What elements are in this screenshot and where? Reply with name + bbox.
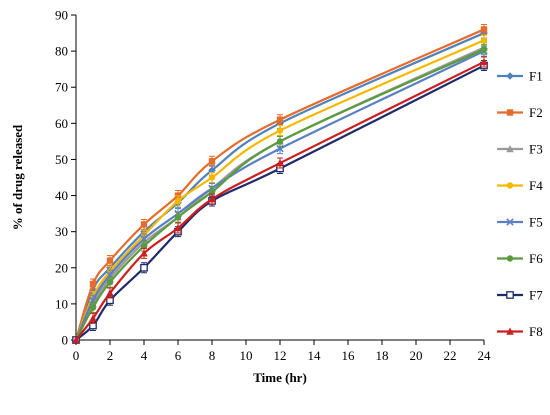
x-tick-label: 0 [73,348,80,363]
legend-item-f5: F5 [497,215,543,230]
data-point [174,214,182,221]
data-point [276,159,284,167]
legend-label: F4 [529,178,543,193]
series-f3 [72,42,488,344]
x-axis-title: Time (hr) [253,370,307,385]
x-tick-label: 12 [274,348,287,363]
y-tick-label: 0 [62,333,69,348]
legend-item-f6: F6 [497,251,543,266]
legend-label: F7 [529,288,543,303]
x-tick-label: 10 [240,348,253,363]
data-point [89,280,97,288]
legend-marker [506,255,514,262]
data-point [106,257,114,264]
legend-label: F8 [529,324,543,339]
legend-label: F6 [529,251,543,266]
x-tick-label: 16 [342,348,356,363]
x-tick-label: 8 [209,348,216,363]
y-tick-label: 70 [55,80,68,95]
y-ticks: 0 10 20 30 40 50 60 70 80 90 [55,8,76,348]
y-tick-label: 90 [55,8,68,23]
x-tick-label: 14 [308,348,322,363]
legend-marker [506,109,514,116]
data-point [480,26,488,33]
x-tick-label: 4 [141,348,148,363]
data-point [276,116,284,123]
series-f7 [72,60,488,344]
legend-label: F2 [529,105,543,120]
data-point [480,57,488,66]
y-axis-title: % of drug released [10,124,25,230]
series-line [74,39,485,341]
x-tick-label: 20 [410,348,423,363]
legend-label: F3 [529,142,543,157]
series-line [75,64,485,341]
legend-marker [506,145,514,153]
data-point [276,138,284,145]
data-point [140,249,148,257]
y-tick-label: 30 [55,224,68,239]
y-tick-label: 60 [55,116,68,131]
legend-item-f7: F7 [497,288,543,303]
legend-marker [506,291,514,299]
data-point [106,289,114,297]
series-f2 [72,23,488,344]
legend-item-f8: F8 [497,324,543,339]
x-tick-label: 6 [175,348,182,363]
y-tick-label: 50 [55,152,68,167]
data-point [208,188,216,196]
legend-label: F1 [529,69,543,84]
data-point [106,279,114,286]
y-tick-label: 80 [55,44,68,59]
series-line [75,60,485,341]
data-point [89,314,97,322]
legend-label: F5 [529,215,543,230]
legend-item-f2: F2 [497,105,543,120]
x-ticks: 0 2 4 6 8 10 12 14 16 18 20 22 24 [73,340,491,363]
legend-item-f3: F3 [497,142,543,157]
y-tick-label: 20 [55,260,68,275]
x-tick-label: 22 [444,348,457,363]
data-point [174,224,182,232]
data-point [72,336,80,344]
series-f6 [72,43,488,344]
legend-marker [506,182,514,189]
legend: F1 F2 F3 F4 F5 F6 F7 F8 [497,69,543,339]
legend-item-f4: F4 [497,178,543,193]
data-point [276,127,284,134]
data-point [208,158,216,165]
legend-marker [506,218,514,226]
data-point [174,197,182,205]
series-group [72,23,488,344]
x-tick-label: 2 [107,348,114,363]
series-f4 [72,34,488,344]
legend-marker [506,327,514,335]
data-point [480,37,488,44]
data-point [140,221,148,228]
legend-marker [506,72,514,80]
x-tick-label: 18 [376,348,389,363]
y-tick-label: 40 [55,188,68,203]
data-point [208,195,216,203]
data-point [140,263,148,272]
data-point [140,242,148,250]
y-tick-label: 10 [55,296,68,311]
data-point [208,174,216,181]
series-f8 [72,56,488,344]
data-point [480,46,488,53]
data-point [89,304,97,311]
series-line [74,50,485,341]
x-tick-label: 24 [478,348,492,363]
axes [75,15,484,341]
legend-item-f1: F1 [497,69,543,84]
